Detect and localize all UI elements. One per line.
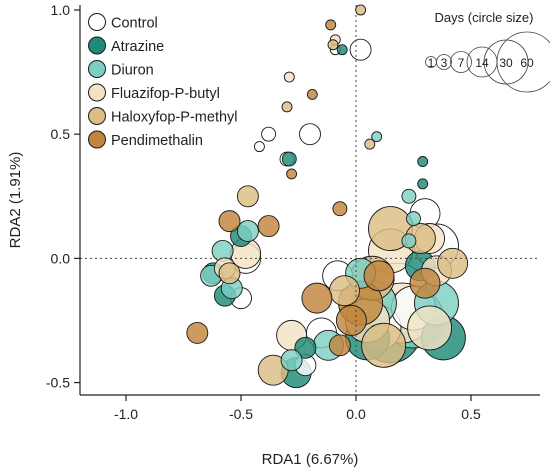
data-point-series-4: [237, 186, 258, 207]
data-point-series-1: [337, 45, 347, 55]
data-point-series-4: [219, 263, 240, 284]
size-legend-label: 3: [441, 56, 448, 70]
data-point-series-2: [281, 350, 302, 371]
legend-marker: [89, 108, 106, 125]
data-point-series-5: [307, 89, 317, 99]
size-legend-label: 14: [475, 56, 489, 70]
legend-label: Diuron: [111, 63, 154, 79]
data-point-series-0: [300, 124, 321, 145]
data-point-series-5: [187, 322, 208, 343]
x-tick-label: 0.5: [461, 406, 481, 422]
size-legend-label: 7: [458, 56, 465, 70]
data-point-series-4: [438, 248, 468, 278]
y-axis-label: RDA2 (1.91%): [7, 152, 24, 249]
y-tick-label: 0.0: [51, 250, 71, 266]
data-point-series-2: [402, 189, 416, 203]
legend-label: Haloxyfop-P-methyl: [111, 110, 238, 126]
y-tick-label: 1.0: [51, 2, 71, 18]
data-point-series-0: [254, 142, 264, 152]
data-point-series-4: [330, 276, 360, 306]
data-point-series-4: [356, 5, 366, 15]
data-point-series-5: [326, 20, 336, 30]
data-point-series-2: [402, 234, 416, 248]
size-legend-label: 60: [520, 56, 534, 70]
legend-marker: [89, 131, 106, 148]
data-point-series-4: [365, 139, 375, 149]
data-point-series-5: [302, 283, 332, 313]
data-point-series-2: [237, 221, 258, 242]
size-legend-title: Days (circle size): [435, 10, 534, 25]
data-point-series-3: [284, 72, 294, 82]
data-point-series-5: [329, 335, 350, 356]
data-point-series-3: [408, 306, 452, 350]
size-legend-label: 30: [499, 56, 513, 70]
data-point-series-1: [282, 152, 296, 166]
legend-marker: [89, 14, 106, 31]
data-point-series-5: [219, 211, 240, 232]
data-point-series-1: [418, 179, 428, 189]
x-tick-label: -0.5: [229, 406, 253, 422]
x-axis-label: RDA1 (6.67%): [262, 451, 359, 468]
data-point-series-2: [407, 212, 421, 226]
data-point-series-5: [258, 216, 279, 237]
legend-label: Fluazifop-P-butyl: [111, 86, 220, 102]
data-point-series-5: [410, 268, 440, 298]
legend-marker: [89, 61, 106, 78]
data-point-series-4: [362, 323, 406, 367]
size-legend-label: 1: [428, 56, 435, 70]
x-tick-label: 0.0: [346, 406, 366, 422]
data-point-series-5: [333, 202, 347, 216]
legend-label: Pendimethalin: [111, 133, 203, 149]
data-point-series-5: [364, 261, 394, 291]
legend-marker: [89, 37, 106, 54]
data-point-series-4: [328, 40, 338, 50]
data-point-series-5: [287, 169, 297, 179]
x-tick-label: -1.0: [114, 406, 138, 422]
data-point-series-5: [336, 305, 366, 335]
data-point-series-4: [282, 102, 292, 112]
y-tick-label: -0.5: [46, 375, 70, 391]
data-point-series-1: [418, 156, 428, 166]
y-tick-label: 0.5: [51, 126, 71, 142]
data-point-series-0: [262, 127, 276, 141]
legend-label: Control: [111, 16, 158, 32]
data-point-series-0: [350, 39, 371, 60]
legend-marker: [89, 84, 106, 101]
legend-label: Atrazine: [111, 39, 164, 55]
